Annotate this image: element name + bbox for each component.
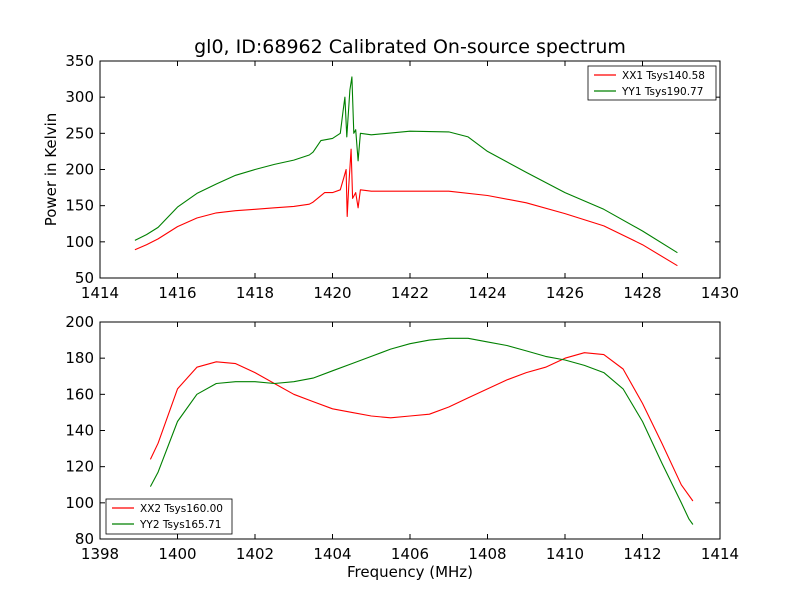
legend-box <box>105 498 233 535</box>
legend: XX1 Tsys140.58 YY1 Tsys190.77 <box>587 65 717 101</box>
x-tick-label: 1414 <box>81 284 119 302</box>
y-tick-label: 150 <box>65 197 94 215</box>
x-tick-label: 1400 <box>158 545 196 563</box>
y-tick-label: 100 <box>65 494 94 512</box>
y-tick-label: 80 <box>75 530 94 548</box>
chart-panel-2: 1398 1400 1402 1404 1406 1408 1410 1412 1414 80 10… <box>65 313 739 581</box>
x-tick-label: 1412 <box>623 545 661 563</box>
chart-panel-1: 1414 1416 1418 1420 1422 1424 1426 1428 1430 50 10… <box>42 52 739 302</box>
y-tick-label: 200 <box>65 161 94 179</box>
x-tick-label: 1422 <box>391 284 429 302</box>
legend-label: YY1 Tsys190.77 <box>621 86 703 98</box>
y-tick-label: 250 <box>65 124 94 142</box>
series-line-2-1 <box>149 352 694 502</box>
x-axis-label: Frequency (MHz) <box>347 563 473 581</box>
y-tick-label: 100 <box>65 233 94 251</box>
x-tick-label: 1398 <box>81 545 119 563</box>
y-tick-label: 200 <box>65 313 94 331</box>
x-tick-label: 1402 <box>236 545 274 563</box>
x-tick-label: 1410 <box>546 545 584 563</box>
legend-box <box>587 65 717 101</box>
x-tick-label: 1416 <box>158 284 196 302</box>
x-tick-label: 1406 <box>391 545 429 563</box>
legend-label: XX1 Tsys140.58 <box>622 70 705 82</box>
x-tick-label: 1420 <box>313 284 351 302</box>
x-tick-label: 1430 <box>701 284 739 302</box>
legend: XX2 Tsys160.00 YY2 Tsys165.71 <box>105 498 233 535</box>
legend-label: YY2 Tsys165.71 <box>139 519 221 531</box>
x-tick-label: 1414 <box>701 545 739 563</box>
x-tick-label: 1408 <box>468 545 506 563</box>
x-tick-label: 1426 <box>546 284 584 302</box>
y-tick-label: 300 <box>65 88 94 106</box>
series-line-1-2 <box>134 76 678 254</box>
x-tick-label: 1428 <box>623 284 661 302</box>
y-tick-label: 120 <box>65 458 94 476</box>
y-tick-label: 160 <box>65 385 94 403</box>
legend-label: XX2 Tsys160.00 <box>140 503 223 515</box>
y-tick-label: 50 <box>75 269 94 287</box>
x-tick-label: 1424 <box>468 284 506 302</box>
series-line-2-2 <box>149 337 694 525</box>
x-tick-label: 1404 <box>313 545 351 563</box>
y-tick-label: 350 <box>65 52 94 70</box>
series-line-1-1 <box>134 148 678 267</box>
chart-title: gl0, ID:68962 Calibrated On-source spect… <box>194 36 626 58</box>
y-tick-label: 180 <box>65 349 94 367</box>
y-tick-label: 140 <box>65 422 94 440</box>
x-tick-label: 1418 <box>236 284 274 302</box>
y-axis-label: Power in Kelvin <box>42 113 60 227</box>
